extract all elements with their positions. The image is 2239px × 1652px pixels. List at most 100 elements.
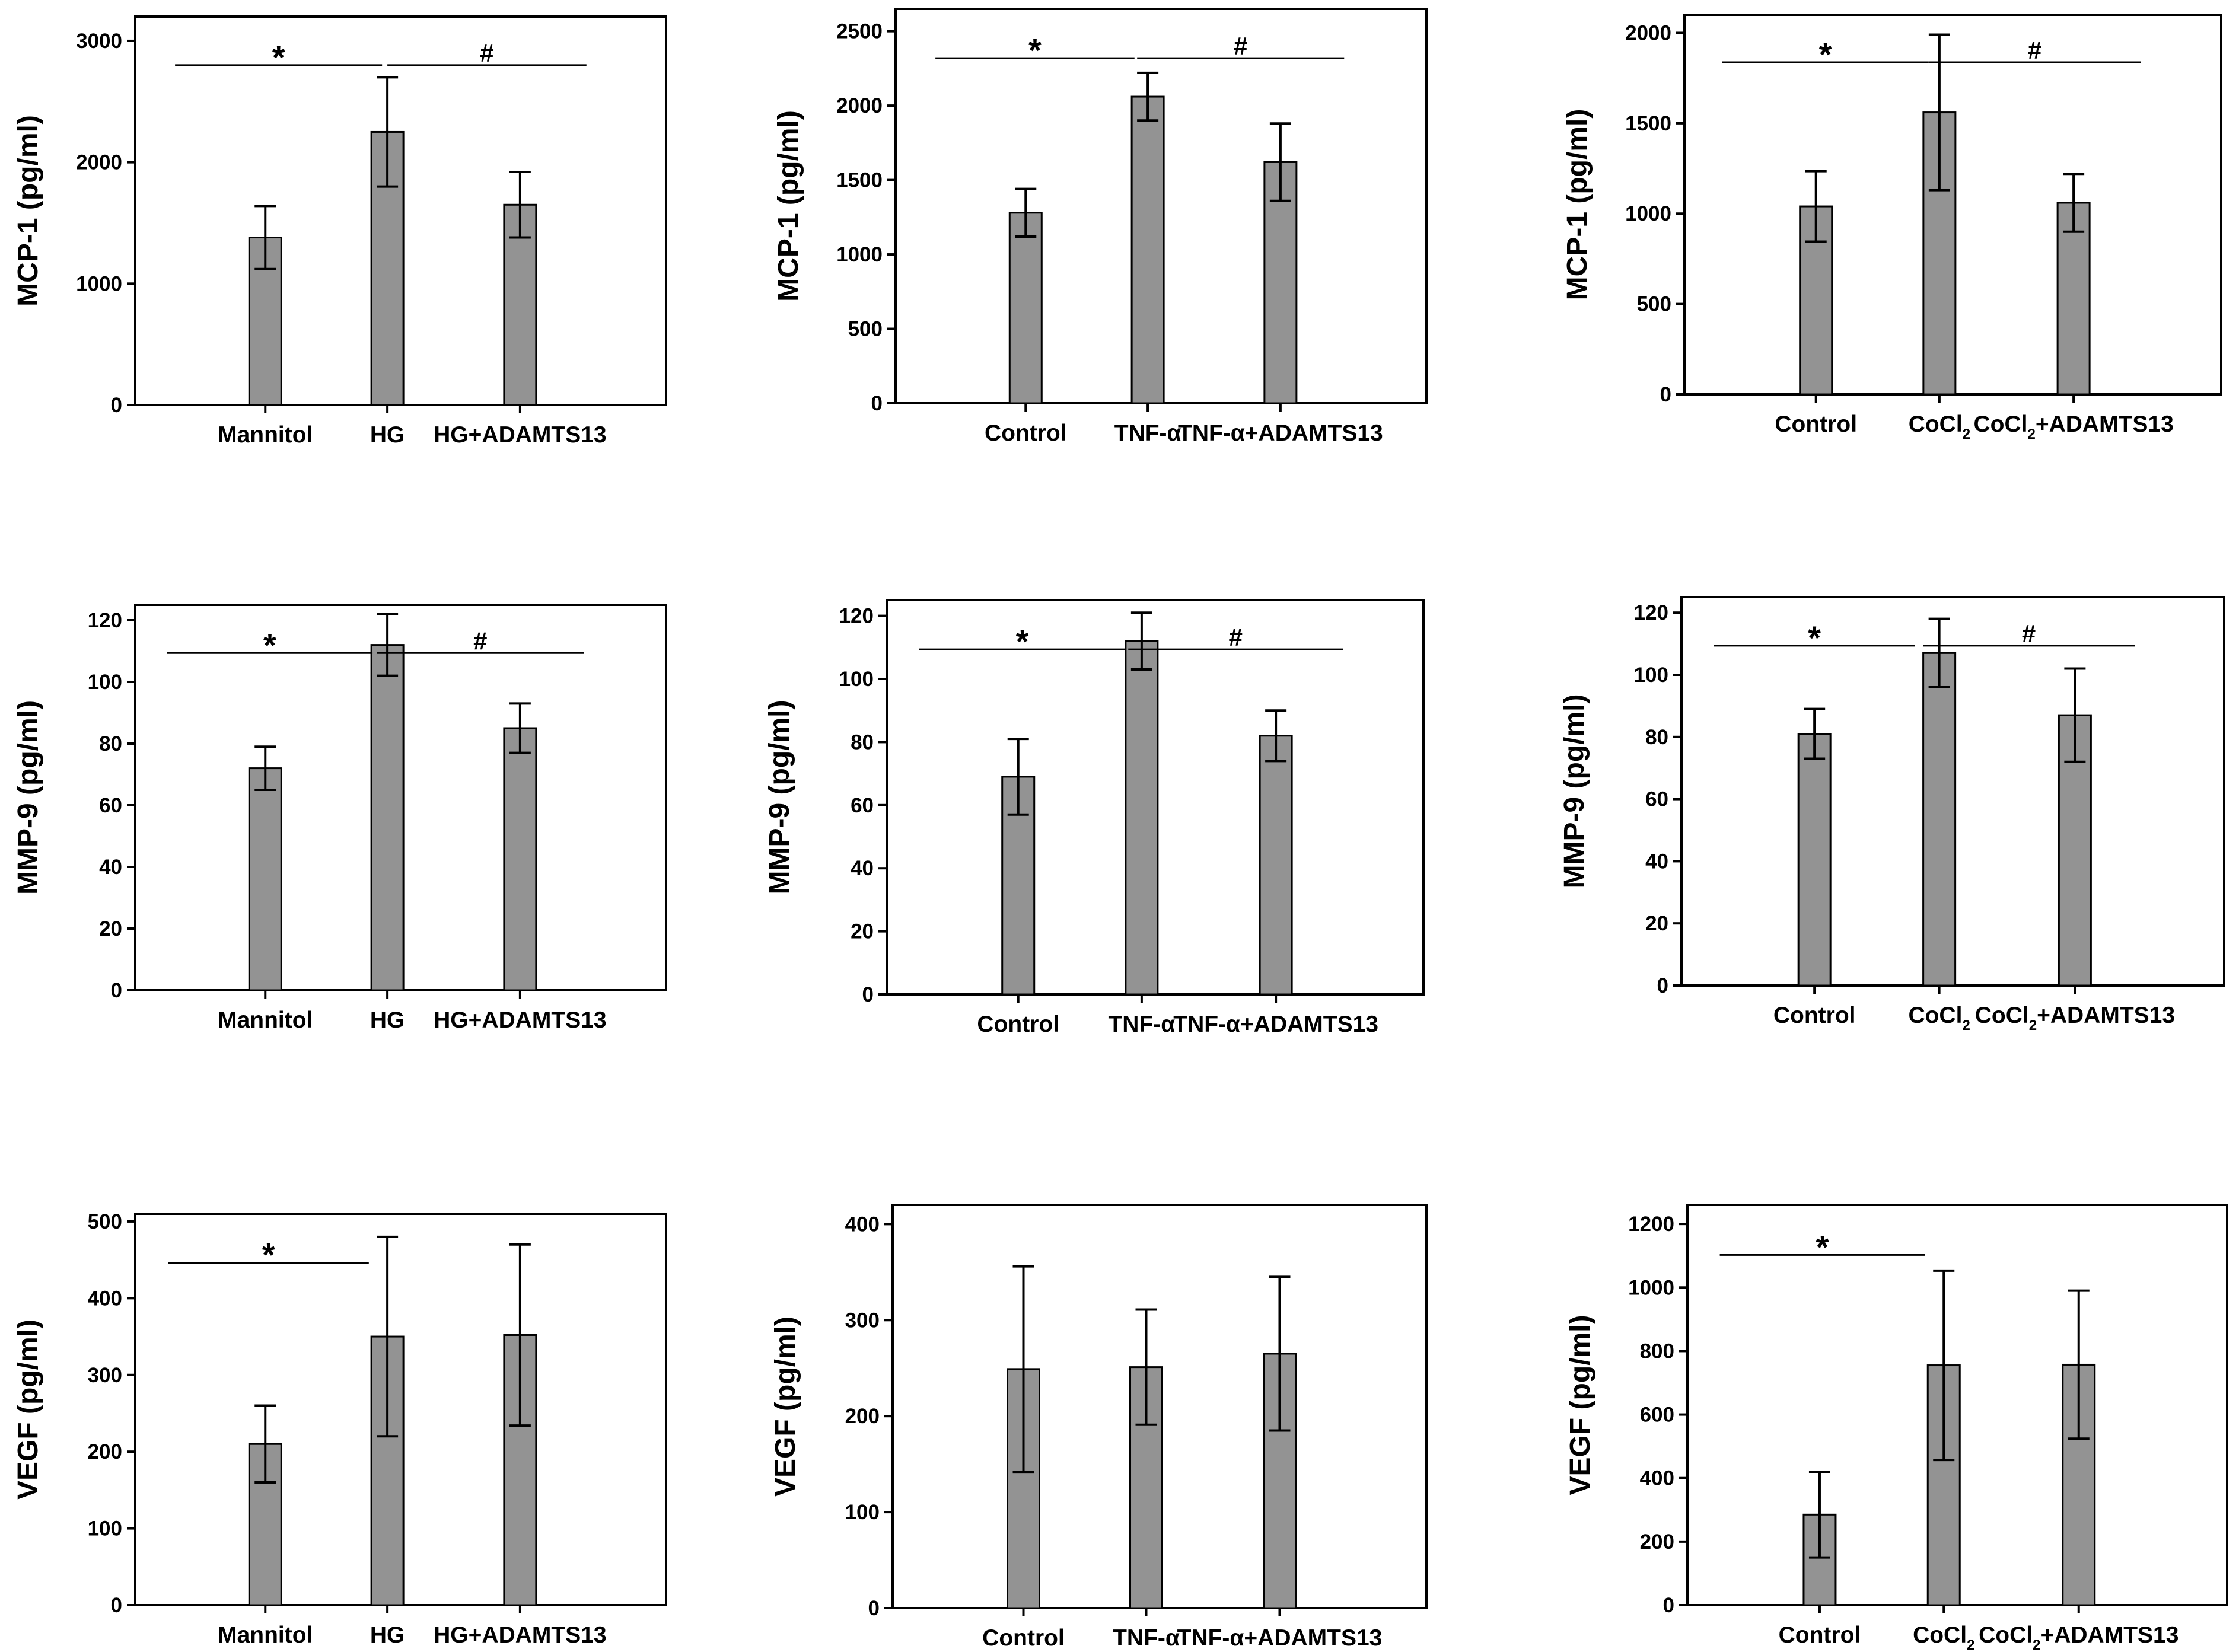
y-tick-label: 500	[848, 318, 883, 341]
y-tick-label: 0	[862, 983, 874, 1006]
significance-hash: #	[1234, 32, 1247, 60]
category-main-text: CoCl	[1973, 412, 2027, 437]
y-tick-label: 2000	[76, 151, 122, 174]
y-axis-title: MMP-9 (pg/ml)	[12, 700, 44, 895]
y-tick-label: 400	[88, 1287, 122, 1310]
x-category-label: CoCl2	[1909, 412, 1970, 442]
bar-tnf	[1130, 95, 1165, 404]
significance-hash: #	[1229, 623, 1243, 651]
category-main-text: TNF-α	[1108, 1012, 1175, 1037]
y-tick-label: 0	[868, 1597, 880, 1620]
y-tick-label: 40	[851, 857, 874, 880]
y-tick-label: 20	[99, 917, 122, 940]
significance-star: *	[1819, 36, 1832, 73]
y-tick-label: 60	[1645, 788, 1668, 811]
y-tick-label: 1000	[1628, 1276, 1674, 1299]
y-tick-label: 600	[1640, 1404, 1674, 1427]
y-tick-label: 2500	[836, 20, 883, 43]
y-tick-label: 60	[851, 794, 874, 817]
y-tick-label: 0	[871, 392, 883, 415]
y-tick-label: 100	[839, 668, 874, 691]
category-main-text: TNF-α+ADAMTS13	[1173, 1012, 1378, 1037]
category-main-text: CoCl	[1908, 1003, 1962, 1028]
y-tick-label: 60	[99, 794, 122, 817]
y-tick-label: 100	[88, 1517, 122, 1541]
bar-control	[1797, 733, 1832, 987]
y-tick-label: 500	[1637, 293, 1671, 316]
category-main-text: CoCl	[1913, 1622, 1967, 1648]
y-axis-title: MCP-1 (pg/ml)	[1562, 109, 1593, 301]
y-tick-label: 20	[1645, 912, 1668, 935]
y-axis-title: MMP-9 (pg/ml)	[764, 700, 795, 895]
significance-hash: #	[2028, 36, 2041, 64]
category-main-text: TNF-α	[1113, 1625, 1180, 1651]
x-category-label: CoCl2+ADAMTS13	[1975, 1003, 2175, 1034]
x-category-label: Control	[1775, 412, 1857, 437]
category-subscript: 2	[2027, 426, 2035, 442]
significance-star: *	[263, 626, 276, 664]
bar-control	[1008, 212, 1043, 404]
x-category-label: TNF-α+ADAMTS13	[1173, 1012, 1378, 1037]
category-main-text: Control	[977, 1012, 1059, 1037]
bar-hg	[370, 644, 405, 991]
category-main-text: Control	[982, 1625, 1065, 1651]
chart-panel-r2c0: 0 100 200 300 400 500 VEGF (pg/ml) Mannitol HG HG…	[12, 1210, 667, 1648]
x-category-label: HG+ADAMTS13	[434, 1622, 606, 1648]
category-main-text: CoCl	[1909, 412, 1963, 437]
category-main-text: Mannitol	[218, 422, 313, 448]
y-tick-label: 400	[845, 1213, 880, 1236]
x-category-label: TNF-α+ADAMTS13	[1177, 1625, 1383, 1651]
category-main-text: Mannitol	[218, 1622, 313, 1648]
y-tick-label: 20	[851, 920, 874, 943]
category-subscript: 2	[2029, 1018, 2037, 1034]
y-tick-label: 80	[99, 732, 122, 755]
category-main-text: TNF-α	[1114, 420, 1181, 446]
x-category-label: CoCl2+ADAMTS13	[1979, 1622, 2179, 1652]
x-category-label: Mannitol	[218, 1622, 313, 1648]
y-tick-label: 1200	[1628, 1213, 1674, 1236]
y-tick-label: 0	[1663, 1594, 1674, 1617]
y-tick-label: 0	[1657, 974, 1668, 997]
y-tick-label: 400	[1640, 1467, 1674, 1490]
category-tail-text: +ADAMTS13	[2037, 1003, 2175, 1028]
y-tick-label: 0	[1660, 383, 1671, 406]
y-tick-label: 1500	[1625, 112, 1671, 135]
y-tick-label: 300	[88, 1364, 122, 1387]
category-main-text: Mannitol	[218, 1007, 313, 1033]
category-main-text: CoCl	[1975, 1003, 2029, 1028]
x-category-label: Control	[982, 1625, 1065, 1651]
significance-hash: #	[473, 627, 487, 655]
y-tick-label: 300	[845, 1309, 880, 1332]
x-category-label: HG+ADAMTS13	[434, 1007, 606, 1033]
category-main-text: HG	[370, 1007, 405, 1033]
x-category-label: Control	[1773, 1003, 1856, 1028]
y-axis-title: VEGF (pg/ml)	[1565, 1315, 1596, 1495]
significance-star: *	[272, 39, 285, 76]
y-tick-label: 0	[111, 979, 122, 1002]
y-tick-label: 2000	[836, 94, 883, 117]
y-tick-label: 200	[88, 1440, 122, 1463]
bar-tnf-adamts13	[1259, 735, 1293, 996]
category-tail-text: +ADAMTS13	[2036, 412, 2174, 437]
y-tick-label: 100	[88, 671, 122, 694]
significance-hash: #	[2022, 620, 2036, 648]
bar-mannitol	[248, 767, 282, 991]
category-main-text: TNF-α+ADAMTS13	[1177, 1625, 1383, 1651]
y-tick-label: 100	[845, 1501, 880, 1524]
x-category-label: HG	[370, 1622, 405, 1648]
category-subscript: 2	[1967, 1637, 1974, 1652]
y-tick-label: 200	[1640, 1530, 1674, 1554]
chart-panel-r1c1: 0 20 40 60 80 100 120 MMP-9 (pg/ml) Control TNF-α…	[764, 599, 1425, 1037]
y-tick-label: 500	[88, 1210, 122, 1233]
category-main-text: Control	[1773, 1003, 1856, 1028]
x-category-label: CoCl2+ADAMTS13	[1973, 412, 2173, 442]
category-subscript: 2	[1962, 1018, 1970, 1034]
category-tail-text: +ADAMTS13	[2040, 1622, 2179, 1648]
y-tick-label: 40	[1645, 850, 1668, 873]
y-tick-label: 120	[88, 609, 122, 632]
chart-panel-r0c0: 0 1000 2000 3000 MCP-1 (pg/ml) Mannitol HG HG+A…	[12, 15, 667, 448]
y-axis-title: MCP-1 (pg/ml)	[12, 115, 44, 307]
category-subscript: 2	[2033, 1637, 2040, 1652]
